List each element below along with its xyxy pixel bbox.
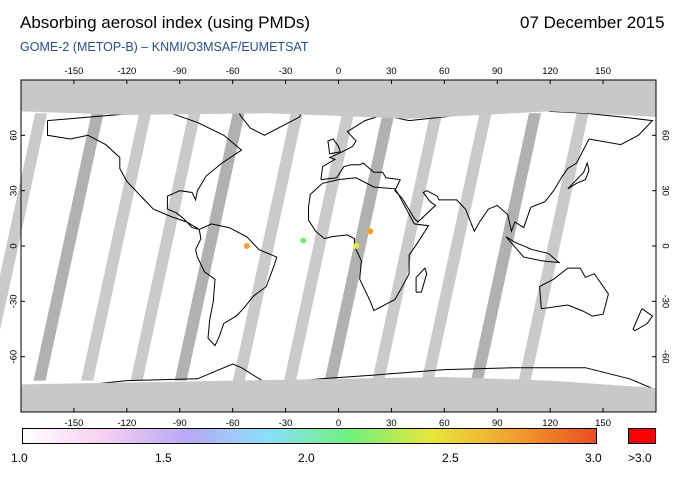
lon-label-bottom: 30 (386, 418, 397, 429)
orbit-gap (471, 113, 541, 381)
arctic-no-data (21, 80, 656, 119)
lon-label-bottom: -90 (173, 418, 187, 429)
colorbar-label-3: 2.0 (298, 451, 315, 465)
aerosol-hotspot (243, 243, 250, 249)
lon-label-top: 30 (386, 66, 397, 77)
lat-label-right: 0 (659, 243, 670, 248)
orbit-gap (174, 113, 245, 381)
lon-label-top: -150 (64, 66, 83, 77)
orbit-gap (130, 113, 201, 381)
lon-label-bottom: -150 (64, 418, 83, 429)
orbit-gap-layer (0, 113, 589, 381)
no-data-polar-layer (21, 80, 656, 412)
madagascar-outline (415, 267, 428, 293)
lat-label-left: 60 (9, 130, 20, 141)
south-america-outline (195, 223, 278, 347)
orbit-gap (324, 113, 395, 381)
lat-label-left: -60 (9, 350, 20, 364)
lon-label-top: -30 (279, 66, 293, 77)
lon-label-top: -120 (117, 66, 136, 77)
antarctic-no-data (21, 376, 656, 412)
africa-outline (308, 177, 430, 312)
lon-label-bottom: 60 (439, 418, 450, 429)
chart-title: Absorbing aerosol index (using PMDs) (20, 13, 311, 32)
lat-label-right: -30 (659, 294, 670, 308)
colorbar-label-2: 1.5 (155, 451, 172, 465)
lat-label-right: 60 (659, 130, 670, 141)
north-america-outline (47, 112, 243, 230)
aerosol-hotspot (367, 228, 374, 235)
aerosol-hotspot (300, 237, 307, 244)
orbit-gap (518, 113, 589, 381)
colorbar-label-5: 3.0 (585, 451, 602, 465)
lon-label-top: -60 (226, 66, 240, 77)
orbit-gap (372, 113, 443, 381)
colorbar-label-1: 1.0 (11, 451, 28, 465)
lon-label-bottom: 150 (595, 418, 611, 429)
orbit-gap (81, 113, 152, 381)
orbit-gap (33, 113, 104, 381)
lon-label-bottom: 90 (492, 418, 503, 429)
lat-label-left: 30 (9, 185, 20, 196)
lon-label-top: 150 (595, 66, 611, 77)
lon-label-top: 60 (439, 66, 450, 77)
lon-label-bottom: 120 (542, 418, 558, 429)
orbit-gap (421, 113, 492, 381)
colorbar-overflow-label: >3.0 (628, 451, 652, 465)
lon-label-top: 120 (542, 66, 558, 77)
aerosol-hotspots (243, 228, 374, 249)
source-subtitle: GOME-2 (METOP-B) – KNMI/O3MSAF/EUMETSAT (20, 40, 309, 54)
orbit-gap (232, 113, 303, 381)
graticule-ticks: -150 -150 -120 -120 -90 -90 -60 -60 -30 -30 0 0 30 30… (9, 66, 671, 429)
lon-label-top: -90 (173, 66, 187, 77)
lat-label-left: -30 (9, 294, 20, 308)
colorbar-gradient (22, 428, 597, 444)
lat-label-right: 30 (659, 185, 670, 196)
date-label: 07 December 2015 (520, 13, 665, 32)
lon-label-top: 90 (492, 66, 503, 77)
lon-label-top: 0 (336, 66, 341, 77)
lat-label-right: -60 (659, 350, 670, 364)
lat-label-left: 0 (9, 243, 20, 248)
indonesia-outline (505, 236, 561, 264)
lon-label-bottom: -120 (117, 418, 136, 429)
lon-label-bottom: -30 (279, 418, 293, 429)
new-zealand-outline (632, 308, 654, 332)
aerosol-hotspot (353, 243, 360, 249)
lon-label-bottom: -60 (226, 418, 240, 429)
japan-outline (567, 161, 590, 190)
australia-outline (539, 267, 609, 317)
colorbar-label-4: 2.5 (442, 451, 459, 465)
orbit-gap (0, 113, 48, 331)
lon-label-bottom: 0 (336, 418, 341, 429)
uk-outline (327, 138, 341, 155)
colorbar-overflow-swatch (628, 428, 656, 444)
